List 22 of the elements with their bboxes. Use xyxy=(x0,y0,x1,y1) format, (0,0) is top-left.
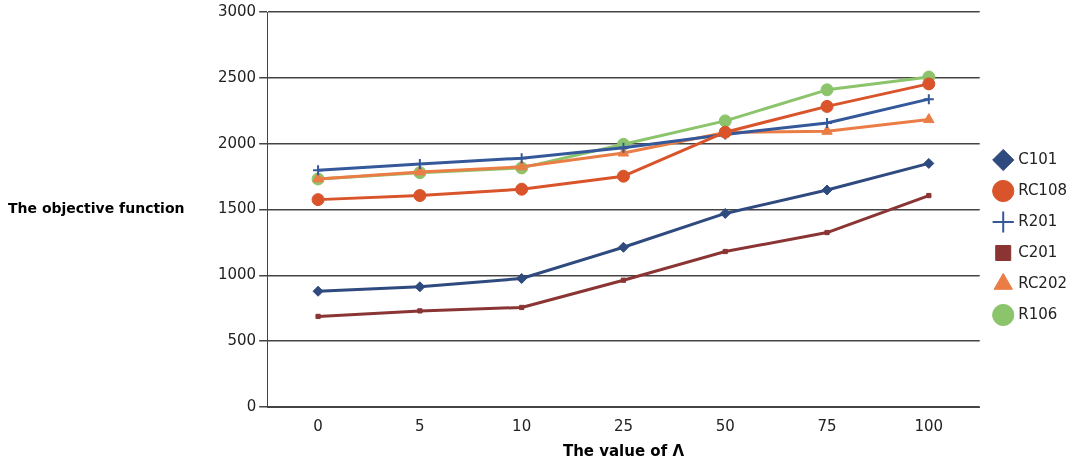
x-tick-label: 5 xyxy=(415,416,425,435)
y-tick-label: 0 xyxy=(246,396,257,415)
y-axis-title: The objective function xyxy=(8,200,185,217)
x-tick-label: 50 xyxy=(715,416,735,435)
legend-label: RC108 xyxy=(1018,180,1067,199)
x-axis-title: The value of Λ xyxy=(562,441,685,460)
legend-label: C101 xyxy=(1018,149,1058,168)
x-tick-label: 25 xyxy=(613,416,633,435)
x-tick-label: 0 xyxy=(313,416,323,435)
legend-label: R201 xyxy=(1018,211,1058,230)
x-tick-label: 100 xyxy=(914,416,944,435)
legend-label: C201 xyxy=(1018,242,1058,261)
y-tick-label: 1500 xyxy=(217,199,257,218)
x-tick-label: 10 xyxy=(512,416,532,435)
x-tick-label: 75 xyxy=(817,416,837,435)
y-tick-label: 3000 xyxy=(217,1,257,20)
legend-label: R106 xyxy=(1018,304,1058,323)
legend-label: RC202 xyxy=(1018,273,1067,292)
y-tick-label: 1000 xyxy=(217,265,257,284)
y-tick-label: 500 xyxy=(227,331,257,350)
y-tick-label: 2000 xyxy=(217,133,257,152)
y-tick-label: 2500 xyxy=(217,67,257,86)
